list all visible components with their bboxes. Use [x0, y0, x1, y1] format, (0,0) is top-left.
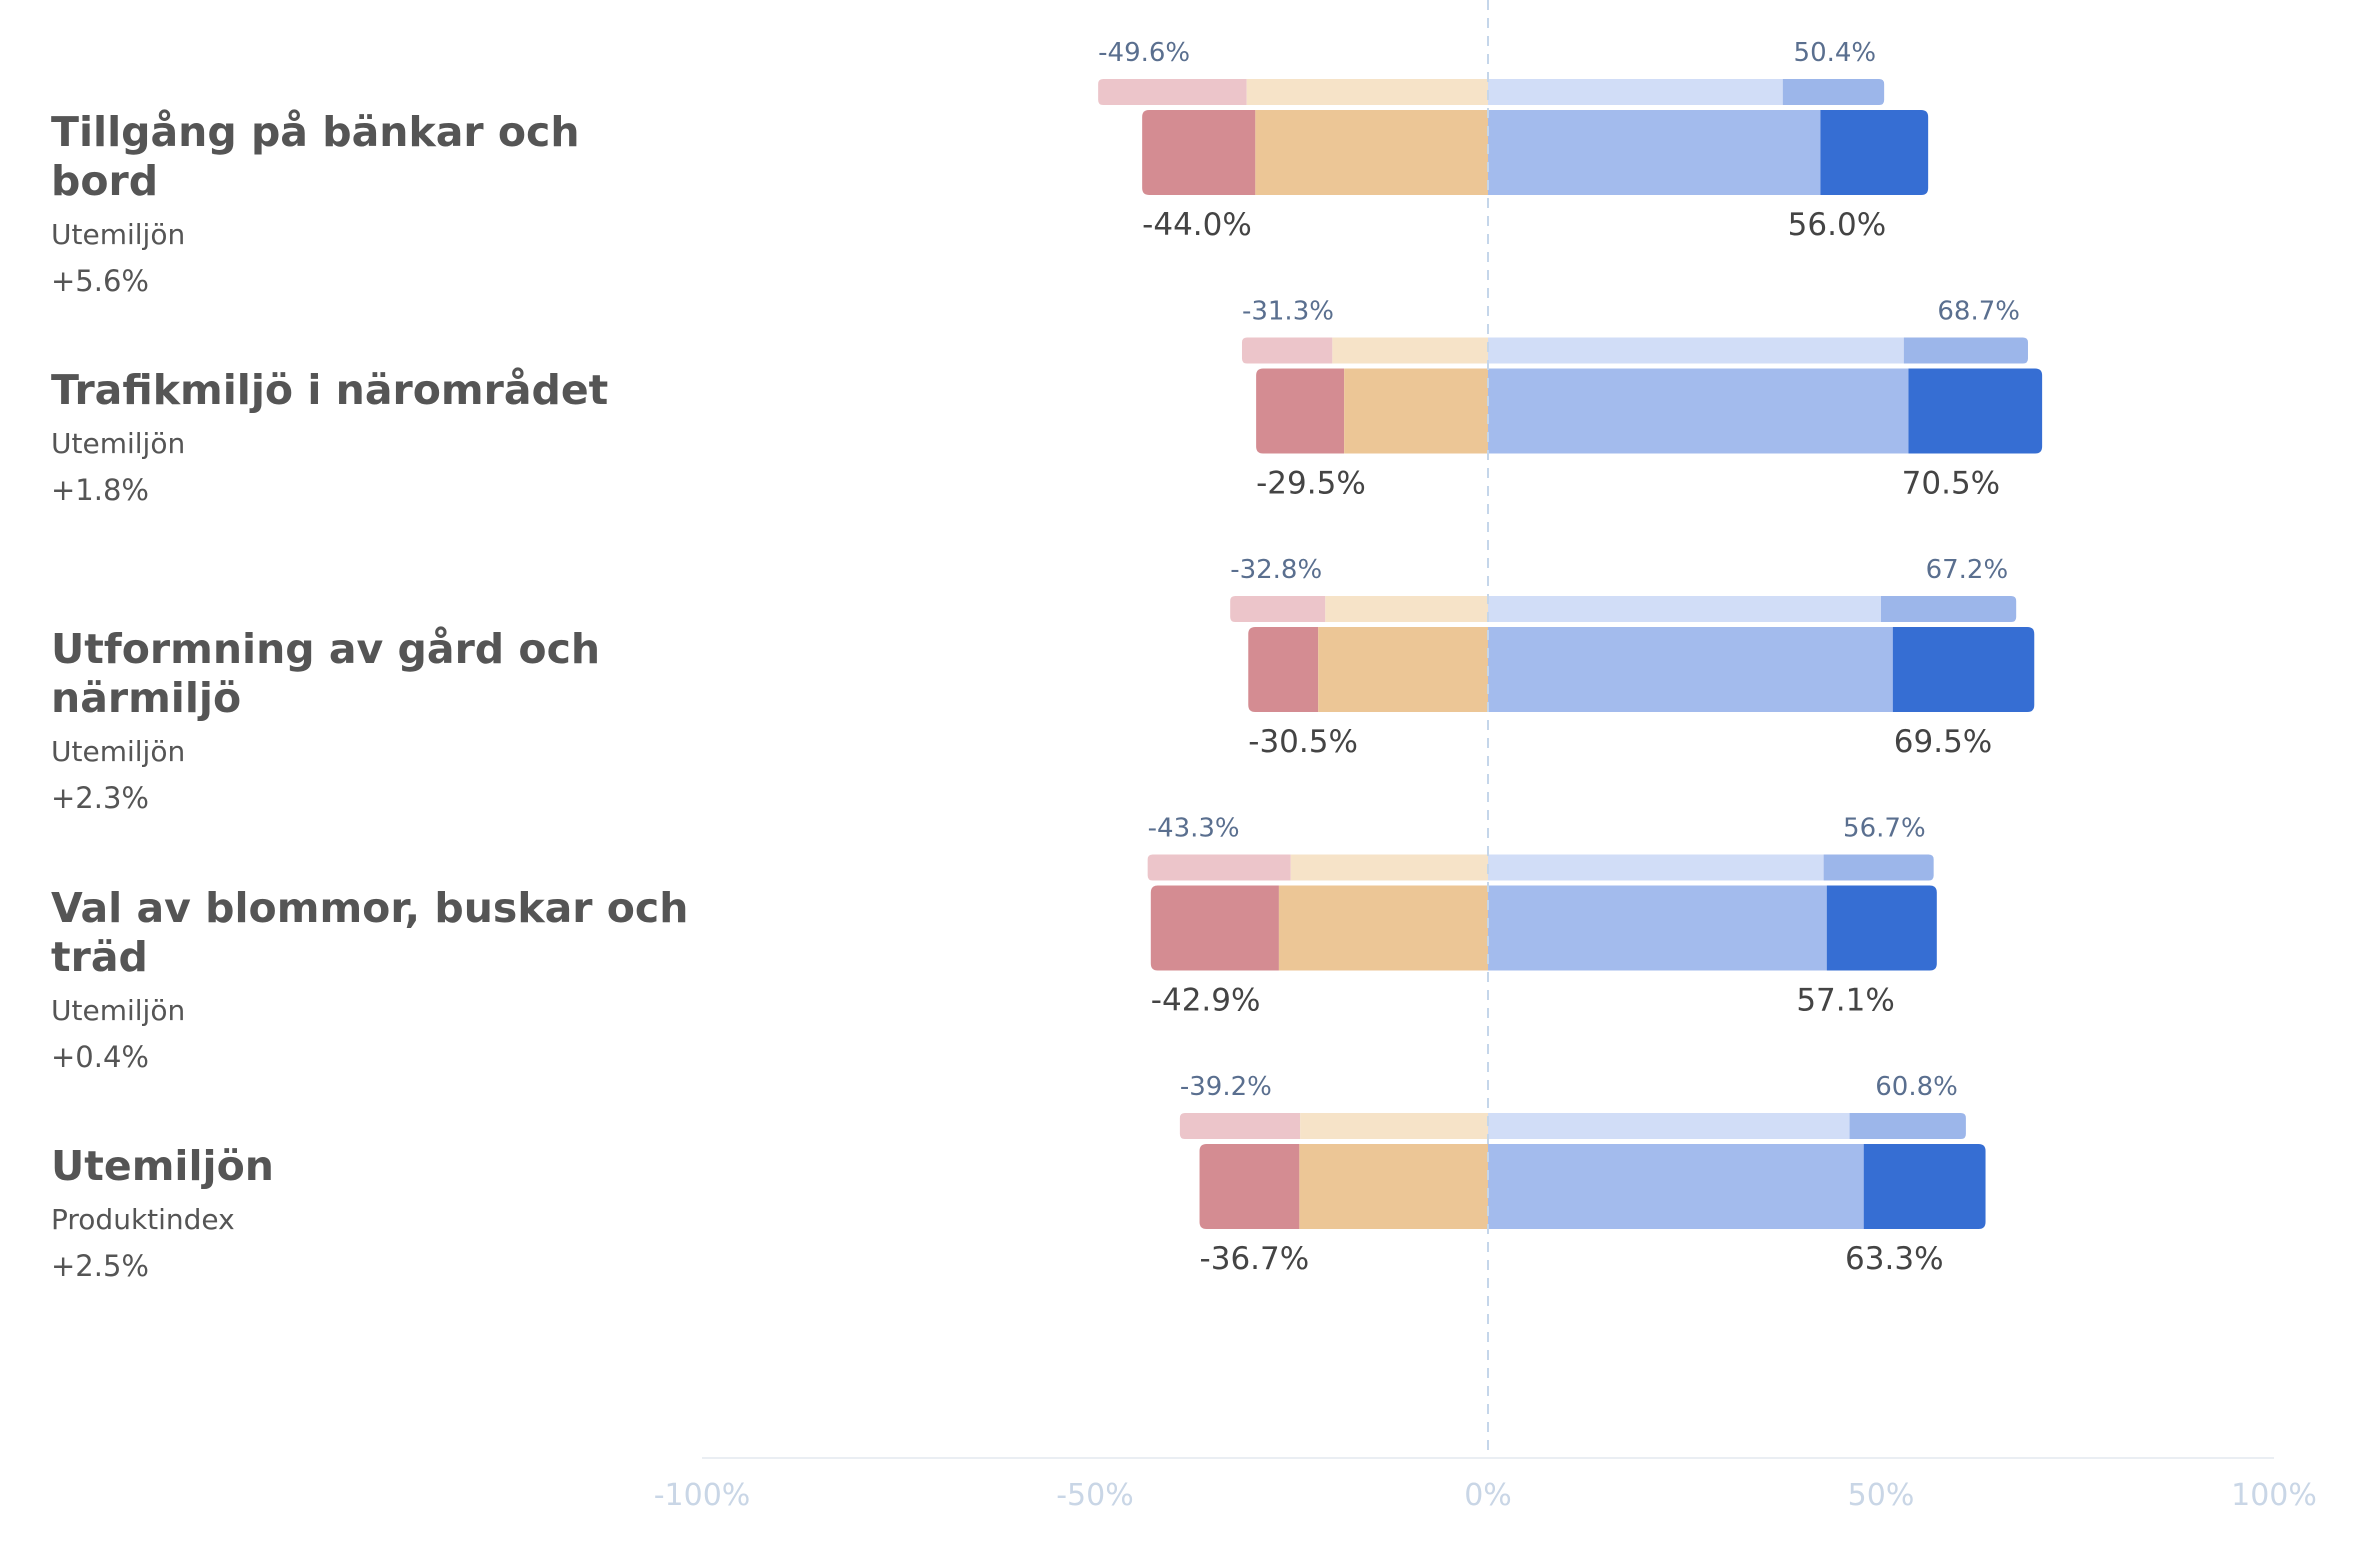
previous-negative-value-label: -49.6% [1098, 38, 1190, 68]
previous-negative-outer-bar [1241, 337, 1333, 364]
previous-positive-inner-bar [1488, 596, 1881, 622]
previous-positive-outer-bar [1849, 1113, 1966, 1139]
previous-positive-value-label: 68.7% [1937, 297, 2020, 327]
current-positive-outer-bar [1826, 885, 1937, 971]
row-label: Utemiljön Produktindex +2.5% [51, 1142, 691, 1283]
current-positive-outer-bar [1892, 627, 2035, 712]
current-negative-value-label: -30.5% [1248, 724, 1358, 760]
row-subtitle: Utemiljön [51, 427, 186, 460]
previous-negative-value-label: -32.8% [1230, 555, 1322, 585]
previous-negative-inner-bar [1246, 79, 1488, 105]
current-negative-value-label: -36.7% [1200, 1241, 1310, 1277]
current-positive-inner-bar [1488, 110, 1821, 195]
current-negative-inner-bar [1318, 627, 1488, 712]
previous-positive-inner-bar [1488, 79, 1783, 105]
current-negative-value-label: -42.9% [1151, 983, 1261, 1019]
previous-negative-outer-bar [1230, 596, 1326, 622]
current-negative-value-label: -29.5% [1256, 466, 1366, 502]
row-delta: +1.8% [51, 473, 149, 507]
current-positive-value-label: 70.5% [1902, 466, 2000, 502]
row-subtitle: Utemiljön [51, 218, 186, 251]
previous-negative-value-label: -31.3% [1242, 297, 1334, 327]
current-positive-inner-bar [1488, 368, 1909, 454]
previous-negative-value-label: -39.2% [1180, 1072, 1272, 1102]
previous-negative-outer-bar [1179, 1113, 1301, 1139]
x-tick-label: 0% [1464, 1478, 1512, 1513]
previous-negative-outer-bar [1098, 79, 1247, 105]
previous-positive-value-label: 56.7% [1843, 814, 1926, 844]
previous-negative-value-label: -43.3% [1148, 814, 1240, 844]
current-negative-outer-bar [1199, 1144, 1300, 1229]
current-negative-inner-bar [1344, 368, 1488, 454]
previous-positive-value-label: 50.4% [1794, 38, 1877, 68]
previous-positive-outer-bar [1782, 79, 1885, 105]
current-negative-outer-bar [1150, 885, 1279, 971]
row-label: Val av blommor, buskar och träd Utemiljön… [51, 884, 691, 1074]
row-delta: +5.6% [51, 264, 149, 298]
current-positive-value-label: 69.5% [1894, 724, 1992, 760]
row-title: Utformning av gård och närmiljö [51, 625, 601, 722]
previous-negative-inner-bar [1300, 1113, 1488, 1139]
current-negative-outer-bar [1142, 110, 1256, 195]
previous-positive-outer-bar [1903, 337, 2028, 364]
previous-positive-inner-bar [1488, 1113, 1850, 1139]
current-negative-inner-bar [1299, 1144, 1488, 1229]
previous-negative-inner-bar [1290, 854, 1488, 881]
row-label: Utformning av gård och närmiljö Utemiljön… [51, 625, 691, 815]
current-negative-outer-bar [1248, 627, 1319, 712]
row-label: Trafikmiljö i närområdet Utemiljön +1.8% [51, 366, 691, 507]
current-positive-outer-bar [1863, 1144, 1986, 1229]
previous-positive-inner-bar [1488, 337, 1904, 364]
x-tick-label: -100% [654, 1478, 751, 1513]
current-positive-value-label: 63.3% [1845, 1241, 1943, 1277]
current-negative-inner-bar [1278, 885, 1488, 971]
current-positive-inner-bar [1488, 627, 1893, 712]
previous-positive-value-label: 60.8% [1875, 1072, 1958, 1102]
row-subtitle: Produktindex [51, 1203, 235, 1236]
previous-negative-inner-bar [1325, 596, 1488, 622]
previous-positive-outer-bar [1881, 596, 2017, 622]
row-delta: +2.5% [51, 1249, 149, 1283]
previous-positive-outer-bar [1823, 854, 1934, 881]
row-delta: +2.3% [51, 781, 149, 815]
current-negative-value-label: -44.0% [1142, 207, 1252, 243]
previous-positive-inner-bar [1488, 854, 1824, 881]
row-title: Trafikmiljö i närområdet [51, 366, 609, 414]
row-title: Tillgång på bänkar och bord [51, 108, 580, 205]
row-subtitle: Utemiljön [51, 994, 186, 1027]
x-tick-label: 50% [1848, 1478, 1915, 1513]
current-positive-outer-bar [1820, 110, 1929, 195]
row-label: Tillgång på bänkar och bord Utemiljön +5.6… [51, 108, 691, 298]
current-negative-inner-bar [1255, 110, 1488, 195]
current-positive-value-label: 57.1% [1796, 983, 1894, 1019]
row-title: Utemiljön [51, 1142, 274, 1190]
previous-positive-value-label: 67.2% [1926, 555, 2009, 585]
current-positive-outer-bar [1908, 368, 2043, 454]
current-negative-outer-bar [1256, 368, 1345, 454]
row-title: Val av blommor, buskar och träd [51, 884, 689, 981]
row-subtitle: Utemiljön [51, 735, 186, 768]
x-tick-label: 100% [2231, 1478, 2317, 1513]
current-positive-inner-bar [1488, 1144, 1864, 1229]
previous-negative-inner-bar [1332, 337, 1488, 364]
row-delta: +0.4% [51, 1040, 149, 1074]
current-positive-value-label: 56.0% [1788, 207, 1886, 243]
current-positive-inner-bar [1488, 885, 1827, 971]
x-tick-label: -50% [1056, 1478, 1134, 1513]
previous-negative-outer-bar [1147, 854, 1291, 881]
